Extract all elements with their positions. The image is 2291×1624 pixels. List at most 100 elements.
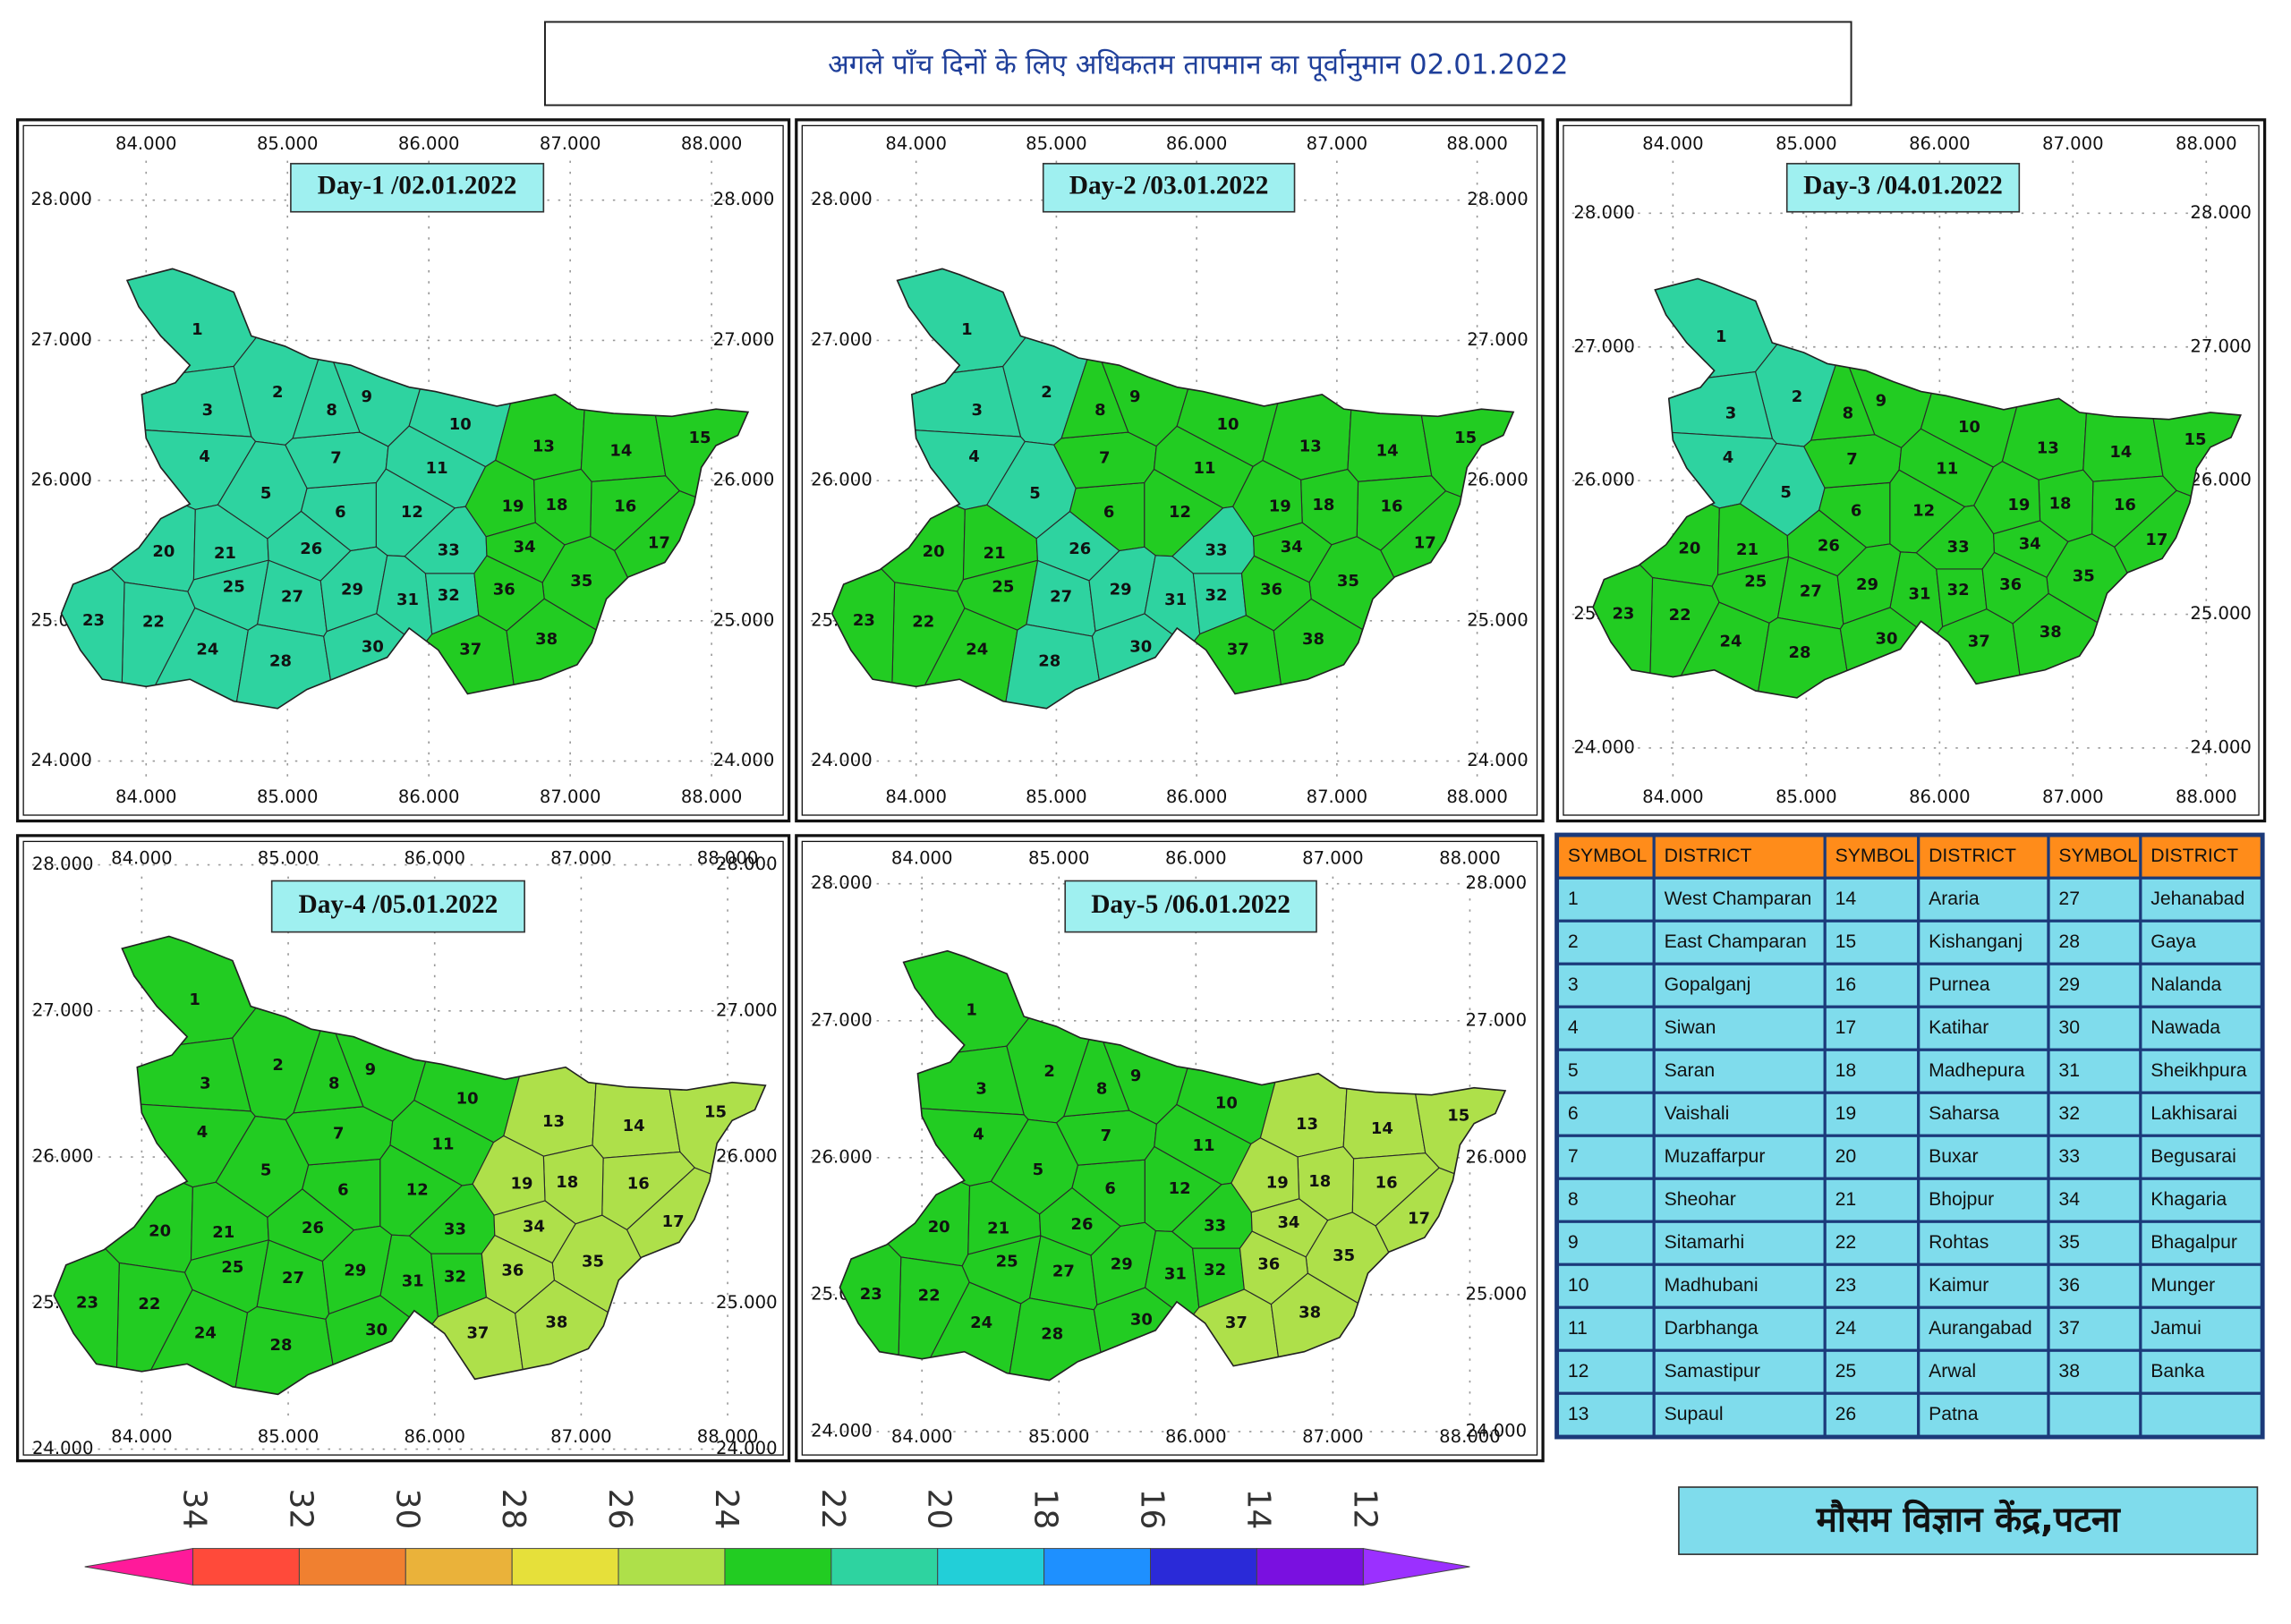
state-border bbox=[1592, 277, 2242, 699]
table-cell bbox=[2142, 965, 2261, 1006]
district-symbol: 23 bbox=[1612, 605, 1634, 624]
district-symbol: 38 bbox=[2040, 623, 2062, 642]
district-symbol: 29 bbox=[1856, 575, 1878, 594]
district-symbol-cell: 5 bbox=[1568, 1060, 1579, 1081]
district-symbol: 35 bbox=[1333, 1246, 1355, 1265]
district-name: Kaimur bbox=[1929, 1275, 1989, 1296]
district-symbol: 28 bbox=[270, 1336, 293, 1355]
district-symbol-cell: 2 bbox=[1568, 931, 1579, 952]
district-name: Madhepura bbox=[1929, 1060, 2025, 1081]
district-symbol: 10 bbox=[1215, 1093, 1238, 1112]
district-symbol: 1 bbox=[961, 320, 972, 339]
district-symbol-cell: 30 bbox=[2058, 1017, 2080, 1038]
district-symbol: 24 bbox=[194, 1323, 217, 1342]
district-symbol: 10 bbox=[449, 415, 472, 434]
district-symbol: 20 bbox=[928, 1218, 950, 1237]
district-symbol: 12 bbox=[401, 503, 423, 522]
map-panel: 84.000 84.000 85.000 85.000 86.000 86.000 87.0… bbox=[795, 118, 1545, 823]
district-symbol: 31 bbox=[1164, 591, 1187, 609]
district-symbol: 8 bbox=[1094, 401, 1105, 420]
district-symbol-cell: 20 bbox=[1835, 1146, 1857, 1167]
district-symbol: 5 bbox=[1780, 483, 1791, 502]
district-symbol-cell: 4 bbox=[1568, 1017, 1579, 1038]
lon-tick-label: 88.000 bbox=[697, 847, 759, 868]
lat-tick-label: 24.000 bbox=[716, 1438, 778, 1458]
district-symbol: 4 bbox=[197, 1123, 208, 1142]
table-header-cell bbox=[1655, 837, 1824, 877]
table-cell bbox=[1920, 1265, 2048, 1306]
lon-tick-label: 84.000 bbox=[1642, 133, 1704, 154]
district-symbol: 18 bbox=[556, 1173, 578, 1192]
district-symbol-cell: 19 bbox=[1835, 1103, 1857, 1124]
district-symbol: 21 bbox=[214, 544, 236, 563]
district-symbol: 13 bbox=[1296, 1115, 1318, 1134]
table-cell bbox=[1826, 1093, 1918, 1135]
table-cell bbox=[2142, 1351, 2261, 1392]
district-name: Saharsa bbox=[1929, 1103, 1999, 1124]
district-symbol: 29 bbox=[1111, 1254, 1133, 1273]
district-symbol: 35 bbox=[2073, 567, 2095, 586]
district-symbol: 1 bbox=[189, 991, 200, 1009]
table-cell bbox=[1559, 965, 1653, 1006]
district-symbol: 16 bbox=[2114, 496, 2136, 514]
legend-band bbox=[298, 1548, 406, 1586]
table-cell bbox=[1559, 1351, 1653, 1392]
district-symbol: 37 bbox=[466, 1323, 489, 1342]
table-cell bbox=[1655, 965, 1824, 1006]
district-symbol: 28 bbox=[1789, 643, 1811, 662]
lat-tick-label: 28.000 bbox=[30, 189, 92, 209]
state-border bbox=[830, 268, 1515, 710]
district-symbol: 34 bbox=[2019, 535, 2041, 554]
district-symbol: 3 bbox=[202, 401, 213, 420]
table-cell bbox=[2142, 1179, 2261, 1220]
district-symbol: 21 bbox=[1736, 540, 1759, 559]
district-symbol: 2 bbox=[1043, 1062, 1054, 1081]
district-name: Jehanabad bbox=[2150, 889, 2244, 909]
district-symbol: 19 bbox=[511, 1175, 533, 1194]
table-cell bbox=[2049, 922, 2140, 963]
lat-tick-label: 24.000 bbox=[811, 1420, 873, 1441]
district-name: Sheikhpura bbox=[2150, 1060, 2247, 1081]
district-symbol: 24 bbox=[1720, 633, 1742, 651]
district-name: Saran bbox=[1665, 1060, 1716, 1081]
district-symbol: 10 bbox=[456, 1089, 479, 1108]
lat-tick-label: 26.000 bbox=[2190, 470, 2252, 490]
lon-tick-label: 87.000 bbox=[2042, 786, 2104, 807]
district-symbol: 32 bbox=[1204, 1261, 1226, 1280]
district-symbol-cell: 17 bbox=[1835, 1017, 1857, 1038]
lat-tick-label: 24.000 bbox=[1466, 1420, 1528, 1441]
map-panel: 84.000 84.000 85.000 85.000 86.000 86.000 87.0… bbox=[15, 834, 791, 1463]
district-symbol: 25 bbox=[221, 1258, 243, 1277]
lon-tick-label: 85.000 bbox=[257, 133, 319, 154]
district-name: Bhagalpur bbox=[2150, 1232, 2237, 1253]
district-symbol: 9 bbox=[365, 1060, 376, 1079]
district-symbol: 30 bbox=[1129, 637, 1152, 656]
district-symbol: 9 bbox=[1130, 1067, 1141, 1085]
district-symbol-cell: 34 bbox=[2058, 1189, 2080, 1210]
lat-tick-label: 26.000 bbox=[1466, 1146, 1528, 1167]
lon-tick-label: 87.000 bbox=[1307, 786, 1368, 807]
page-title: अगले पाँच दिनों के लिए अधिकतम तापमान का … bbox=[828, 48, 1568, 81]
table-cell bbox=[1559, 1222, 1653, 1263]
lon-tick-label: 84.000 bbox=[891, 847, 953, 868]
district-symbol-cell: 21 bbox=[1835, 1189, 1857, 1210]
office-name: मौसम विज्ञान केंद्र,पटना bbox=[1816, 1500, 2122, 1541]
district-symbol: 19 bbox=[1266, 1174, 1289, 1193]
district-symbol: 15 bbox=[2184, 430, 2206, 449]
lon-tick-label: 84.000 bbox=[891, 1426, 953, 1447]
lat-tick-label: 24.000 bbox=[2190, 736, 2252, 757]
district-symbol: 31 bbox=[396, 591, 419, 609]
table-cell bbox=[2142, 922, 2261, 963]
district-symbol: 27 bbox=[1052, 1262, 1075, 1280]
lat-tick-label: 24.000 bbox=[811, 750, 873, 770]
district-symbol: 5 bbox=[260, 1161, 271, 1179]
table-cell bbox=[1559, 1050, 1653, 1092]
district-symbol: 13 bbox=[1299, 438, 1322, 456]
lon-tick-label: 88.000 bbox=[681, 786, 743, 807]
table-header: SYMBOL bbox=[2058, 846, 2138, 866]
district-name: Arwal bbox=[1929, 1361, 1976, 1382]
district-symbol: 11 bbox=[1193, 1136, 1215, 1155]
table-cell bbox=[1826, 1265, 1918, 1306]
district-symbol: 2 bbox=[272, 1056, 283, 1075]
table-cell bbox=[2049, 879, 2140, 920]
